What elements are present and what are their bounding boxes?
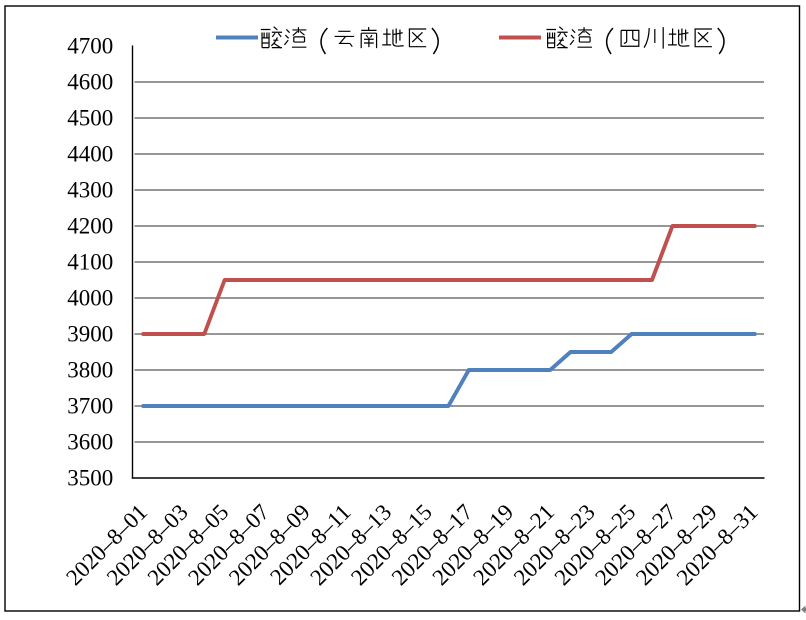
svg-text:3600: 3600 bbox=[67, 430, 113, 455]
svg-text:4300: 4300 bbox=[67, 178, 113, 203]
svg-text:4600: 4600 bbox=[67, 70, 113, 95]
svg-text:4700: 4700 bbox=[67, 34, 113, 59]
svg-text:4100: 4100 bbox=[67, 250, 113, 275]
svg-text:3800: 3800 bbox=[67, 358, 113, 383]
svg-text:3900: 3900 bbox=[67, 322, 113, 347]
svg-text:4200: 4200 bbox=[67, 214, 113, 239]
svg-text:4500: 4500 bbox=[67, 106, 113, 131]
svg-text:3500: 3500 bbox=[67, 466, 113, 491]
svg-text:4400: 4400 bbox=[67, 142, 113, 167]
svg-text:3700: 3700 bbox=[67, 394, 113, 419]
svg-text:4000: 4000 bbox=[67, 286, 113, 311]
